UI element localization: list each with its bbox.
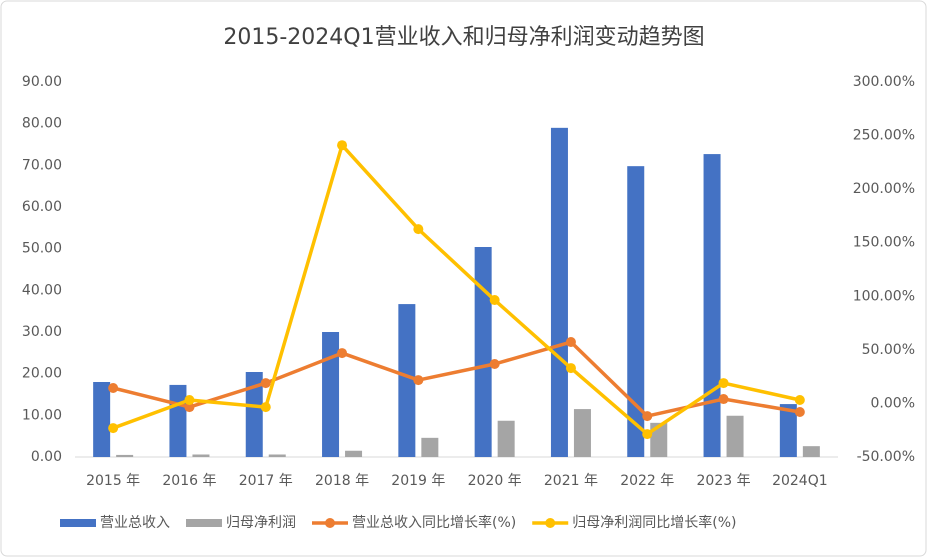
bar	[550, 127, 568, 457]
bar	[398, 304, 416, 457]
bar	[116, 454, 134, 457]
x-tick-label: 2019 年	[391, 473, 445, 489]
line-point	[337, 140, 348, 151]
bar	[322, 332, 340, 457]
y2-tick-label: 300.00%	[853, 74, 915, 90]
y-tick-label: 70.00	[22, 157, 62, 173]
line-point	[794, 407, 805, 417]
y-tick-label: 30.00	[22, 324, 62, 340]
line-point	[718, 378, 729, 389]
legend-label: 营业总收入同比增长率(%)	[352, 514, 516, 531]
y-tick-label: 60.00	[22, 199, 62, 215]
y-tick-label: 40.00	[22, 282, 62, 298]
line-point	[489, 359, 500, 369]
line-point	[108, 423, 119, 434]
y2-tick-label: 100.00%	[853, 288, 915, 304]
line-point	[108, 383, 119, 393]
y-tick-label: 0.00	[31, 449, 62, 465]
x-tick-label: 2017 年	[239, 473, 293, 489]
bar	[192, 454, 210, 457]
line-point	[184, 395, 195, 405]
line-point	[565, 363, 576, 374]
x-tick-label: 2024Q1	[772, 473, 828, 489]
line-point	[565, 337, 576, 348]
legend-swatch	[545, 518, 556, 528]
bar	[573, 409, 591, 457]
line-point	[718, 394, 729, 405]
line-point	[184, 402, 195, 413]
bar	[802, 446, 820, 457]
line-point	[642, 429, 653, 440]
y-tick-label: 50.00	[22, 241, 62, 257]
line-point	[337, 348, 348, 359]
x-tick-label: 2016 年	[162, 473, 216, 489]
y2-tick-label: 250.00%	[853, 128, 915, 144]
y2-tick-label: 50.00%	[862, 342, 915, 358]
chart-title: 2015-2024Q1营业收入和归母净利润变动趋势图	[223, 25, 704, 50]
bar	[650, 422, 668, 457]
legend-swatch	[325, 518, 335, 528]
y-tick-label: 10.00	[22, 407, 62, 423]
bar	[268, 454, 286, 457]
y-tick-label: 80.00	[22, 116, 62, 132]
bar	[703, 154, 721, 458]
legend-swatch	[60, 519, 96, 527]
legend-label: 归母净利润同比增长率(%)	[572, 514, 736, 531]
line-point	[413, 375, 424, 386]
line	[112, 143, 801, 436]
line-point	[260, 378, 271, 389]
bar	[93, 382, 111, 457]
y-tick-label: 20.00	[22, 366, 62, 382]
y2-tick-label: -50.00%	[857, 449, 915, 465]
line-point	[489, 295, 500, 306]
bar	[779, 404, 797, 457]
legend-label: 营业总收入	[100, 515, 170, 531]
line-point	[260, 402, 271, 413]
x-tick-label: 2020 年	[468, 473, 522, 489]
x-tick-label: 2021 年	[544, 473, 598, 489]
line-point	[794, 395, 805, 405]
y2-tick-label: 150.00%	[853, 235, 915, 251]
bar	[245, 372, 263, 457]
x-tick-label: 2018 年	[315, 473, 369, 489]
y-tick-label: 90.00	[22, 74, 62, 90]
x-tick-label: 2015 年	[86, 473, 140, 489]
line-point	[413, 224, 424, 235]
bar	[421, 437, 439, 457]
bar	[627, 166, 645, 457]
legend-swatch	[186, 519, 222, 527]
y2-tick-label: 0.00%	[871, 395, 915, 411]
bar	[474, 247, 492, 457]
bar	[726, 415, 744, 457]
bar	[497, 420, 515, 457]
x-tick-label: 2022 年	[620, 473, 674, 489]
legend-label: 归母净利润	[226, 514, 296, 531]
x-tick-label: 2023 年	[697, 473, 751, 489]
line-point	[642, 411, 653, 422]
y2-tick-label: 200.00%	[853, 181, 915, 197]
bar	[345, 450, 363, 457]
bar	[169, 384, 187, 457]
